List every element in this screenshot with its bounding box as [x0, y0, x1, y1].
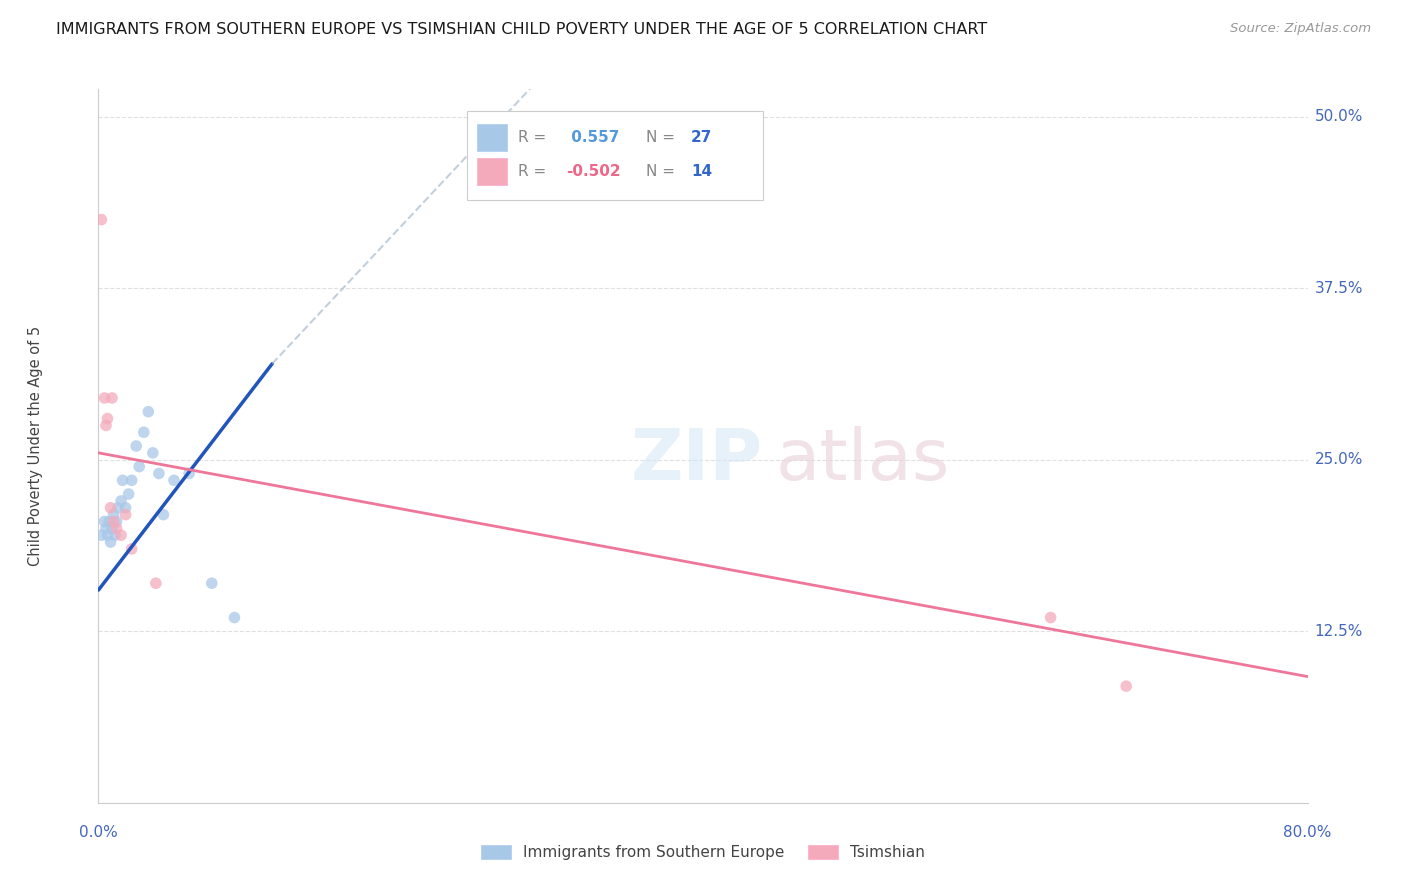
- Legend: Immigrants from Southern Europe, Tsimshian: Immigrants from Southern Europe, Tsimshi…: [475, 839, 931, 866]
- Point: [111, 473, 134, 487]
- Text: atlas: atlas: [776, 425, 950, 495]
- Text: -0.502: -0.502: [567, 164, 621, 178]
- Text: N =: N =: [647, 130, 681, 145]
- Text: R =: R =: [517, 130, 551, 145]
- Point: [148, 467, 170, 481]
- Point: [128, 459, 150, 474]
- Point: [114, 508, 136, 522]
- Bar: [477, 158, 508, 185]
- Text: 14: 14: [690, 164, 711, 178]
- Point: [90, 212, 112, 227]
- Point: [94, 418, 117, 433]
- Point: [136, 405, 159, 419]
- Text: 50.0%: 50.0%: [1315, 109, 1362, 124]
- Text: 80.0%: 80.0%: [1284, 825, 1331, 840]
- Point: [145, 576, 167, 591]
- Point: [93, 515, 115, 529]
- Text: 0.557: 0.557: [567, 130, 620, 145]
- Point: [96, 411, 118, 425]
- Point: [94, 521, 117, 535]
- Point: [107, 500, 129, 515]
- Text: Source: ZipAtlas.com: Source: ZipAtlas.com: [1230, 22, 1371, 36]
- Point: [105, 515, 128, 529]
- FancyBboxPatch shape: [467, 111, 763, 200]
- Point: [118, 487, 141, 501]
- Text: N =: N =: [647, 164, 681, 178]
- Text: 37.5%: 37.5%: [1315, 281, 1362, 295]
- Text: ZIP: ZIP: [631, 425, 763, 495]
- Text: R =: R =: [517, 164, 551, 178]
- Point: [110, 528, 132, 542]
- Point: [163, 473, 186, 487]
- Point: [90, 528, 112, 542]
- Point: [100, 500, 122, 515]
- Point: [110, 494, 132, 508]
- Point: [105, 521, 128, 535]
- Point: [177, 467, 201, 481]
- Point: [224, 610, 246, 624]
- Point: [132, 425, 155, 440]
- Text: IMMIGRANTS FROM SOUTHERN EUROPE VS TSIMSHIAN CHILD POVERTY UNDER THE AGE OF 5 CO: IMMIGRANTS FROM SOUTHERN EUROPE VS TSIMS…: [56, 22, 987, 37]
- Point: [121, 541, 143, 556]
- Text: Child Poverty Under the Age of 5: Child Poverty Under the Age of 5: [28, 326, 42, 566]
- Point: [114, 500, 136, 515]
- Point: [98, 515, 121, 529]
- Point: [101, 521, 124, 535]
- Point: [125, 439, 148, 453]
- Point: [142, 446, 165, 460]
- Point: [103, 515, 125, 529]
- Text: 27: 27: [690, 130, 713, 145]
- Point: [93, 391, 115, 405]
- Point: [101, 391, 124, 405]
- Text: 25.0%: 25.0%: [1315, 452, 1362, 467]
- Point: [1039, 610, 1062, 624]
- Point: [152, 508, 174, 522]
- Point: [104, 528, 127, 542]
- Point: [121, 473, 143, 487]
- Point: [1115, 679, 1137, 693]
- Text: 0.0%: 0.0%: [79, 825, 118, 840]
- Point: [100, 535, 122, 549]
- Point: [201, 576, 224, 591]
- Text: 12.5%: 12.5%: [1315, 624, 1362, 639]
- Point: [103, 508, 125, 522]
- Point: [96, 528, 118, 542]
- Bar: [477, 124, 508, 152]
